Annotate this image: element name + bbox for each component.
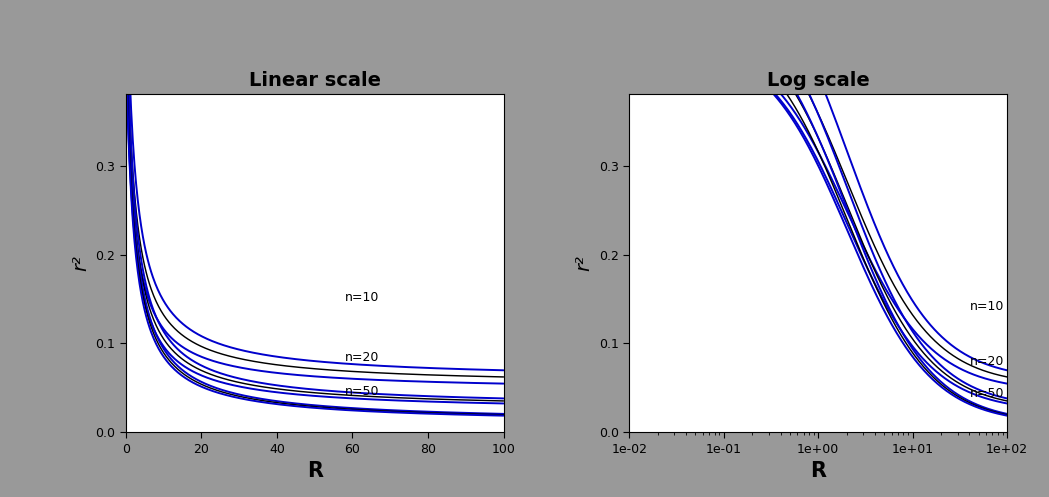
Title: Linear scale: Linear scale [249,71,381,90]
Text: n=20: n=20 [345,351,380,364]
Title: Log scale: Log scale [767,71,870,90]
Y-axis label: r²: r² [575,255,594,271]
Text: n=50: n=50 [969,387,1004,400]
Text: n=20: n=20 [969,355,1004,368]
X-axis label: R: R [810,461,827,482]
Text: n=50: n=50 [345,385,380,398]
Text: n=10: n=10 [969,300,1004,313]
X-axis label: R: R [306,461,323,482]
Y-axis label: r²: r² [71,255,90,271]
Text: n=10: n=10 [345,291,380,304]
